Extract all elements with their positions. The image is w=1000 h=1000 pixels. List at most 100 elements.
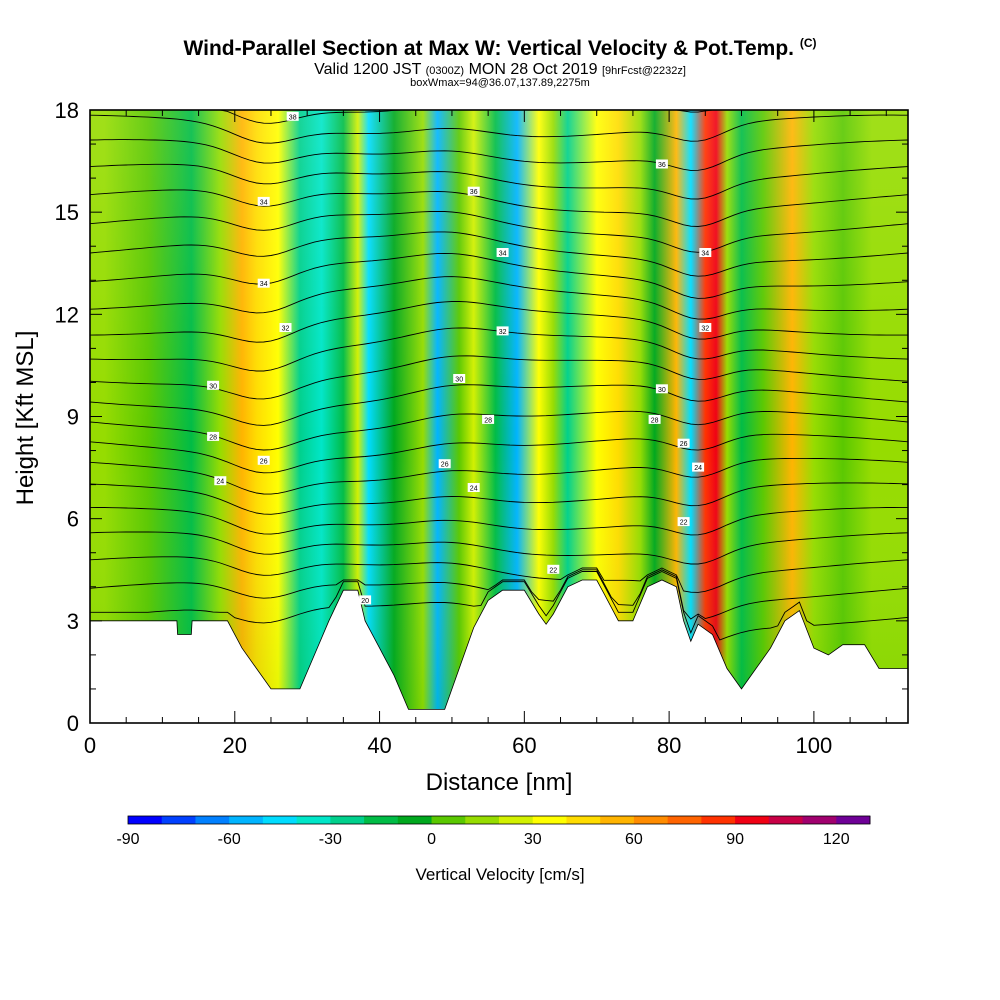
x-axis-title: Distance [nm] xyxy=(426,769,573,796)
contour-label-bg xyxy=(547,564,560,574)
axis-ticks xyxy=(89,109,908,724)
contour-label-bg xyxy=(655,159,668,169)
colorbar-swatch xyxy=(431,816,466,824)
contour-label-text: 38 xyxy=(289,114,297,121)
y-tick-label: 12 xyxy=(55,302,79,327)
isentrope-line xyxy=(90,163,908,200)
chart-title-text: Wind-Parallel Section at Max W: Vertical… xyxy=(183,37,794,60)
x-tick-label: 0 xyxy=(84,733,96,758)
contour-label-text: 32 xyxy=(499,329,507,336)
contour-label-bg xyxy=(438,459,451,469)
contour-labels: 38 34 34 32 30 28 26 24 36 34 32 30 28 26 24 36 34 32 30 28… xyxy=(207,111,712,605)
contour-label: 30 xyxy=(453,374,466,384)
contour-label: 36 xyxy=(655,159,668,169)
contour-label-bg xyxy=(207,431,220,441)
contour-label-bg xyxy=(677,438,690,448)
valid-time: Valid 1200 JST xyxy=(314,61,422,78)
colorbar-tick-label: 30 xyxy=(524,831,542,848)
contour-label: 32 xyxy=(699,323,712,333)
isentrope-line xyxy=(90,114,908,144)
contour-label-bg xyxy=(257,278,270,288)
colorbar-tick-label: 0 xyxy=(427,831,436,848)
contour-label-text: 30 xyxy=(658,387,666,394)
contour-label: 30 xyxy=(655,384,668,394)
y-axis-tick-labels: 0 3 6 9 12 15 18 xyxy=(55,98,79,736)
contour-label-text: 26 xyxy=(680,441,688,448)
colorbar-swatch xyxy=(397,816,433,824)
colorbar-swatch xyxy=(735,816,770,824)
contour-label-bg xyxy=(655,384,668,394)
colorbar-swatch xyxy=(161,816,196,824)
isentrope-line xyxy=(90,556,908,593)
plot-area: 38 34 34 32 30 28 26 24 36 34 32 30 28 26 24 36 34 32 30 28… xyxy=(90,110,908,723)
isentrope-line xyxy=(90,571,908,641)
contour-label: 24 xyxy=(467,483,480,493)
isentrope-line xyxy=(90,231,908,277)
x-tick-label: 20 xyxy=(223,733,247,758)
colorbar-swatch xyxy=(802,816,837,824)
contour-label-text: 32 xyxy=(701,326,709,333)
contour-label-bg xyxy=(257,196,270,206)
contour-label: 32 xyxy=(279,323,292,333)
forecast-info: [9hrFcst@2232z] xyxy=(601,65,686,77)
chart-title: Wind-Parallel Section at Max W: Vertical… xyxy=(0,36,1000,61)
colorbar-swatch xyxy=(532,816,567,824)
contour-label: 28 xyxy=(482,414,495,424)
isentrope-line xyxy=(90,276,908,320)
chart-subtitle: Valid 1200 JST (0300Z) MON 28 Oct 2019 [… xyxy=(0,61,1000,79)
contour-label-bg xyxy=(692,462,705,472)
colorbar-swatch xyxy=(229,816,264,824)
contour-label: 22 xyxy=(547,564,560,574)
colorbar-swatch xyxy=(195,816,230,824)
colorbar-tick-label: -30 xyxy=(319,831,342,848)
contour-label-bg xyxy=(257,455,270,465)
contour-label-bg xyxy=(359,595,372,605)
contour-label: 32 xyxy=(496,326,509,336)
y-tick-label: 18 xyxy=(55,98,79,123)
contour-label-text: 22 xyxy=(680,520,688,527)
colorbar-swatch xyxy=(633,816,669,824)
colorbar-swatch xyxy=(330,816,365,824)
contour-label: 34 xyxy=(257,278,270,288)
contour-label-text: 34 xyxy=(701,251,709,258)
contour-label-bg xyxy=(207,380,220,390)
contour-label: 24 xyxy=(214,476,227,486)
contour-label-bg xyxy=(699,248,712,257)
colorbar xyxy=(127,815,871,825)
colorbar-swatch xyxy=(566,816,601,824)
isentrope-line xyxy=(90,139,908,171)
contour-label-text: 24 xyxy=(216,479,224,486)
contour-label: 28 xyxy=(207,431,220,441)
colorbar-tick-label: 90 xyxy=(726,831,744,848)
isentrope-line xyxy=(90,569,908,620)
y-tick-label: 0 xyxy=(67,711,79,736)
contour-label-bg xyxy=(279,323,292,332)
contour-label-text: 32 xyxy=(282,326,290,333)
colorbar-swatch xyxy=(262,816,298,824)
isentrope-line xyxy=(90,189,908,227)
isentrope-line xyxy=(90,110,908,124)
contour-label: 26 xyxy=(677,438,690,448)
contour-label-text: 36 xyxy=(470,189,478,196)
colorbar-tick-labels: -90 -60 -30 0 30 60 90 120 xyxy=(116,831,849,848)
copyright-mark: (C) xyxy=(799,36,817,50)
contour-label: 34 xyxy=(496,248,509,258)
contour-label-text: 26 xyxy=(260,458,268,465)
contour-label-text: 28 xyxy=(484,417,492,424)
colorbar-swatch xyxy=(128,816,163,824)
contour-label-text: 22 xyxy=(549,567,557,574)
contour-label: 26 xyxy=(257,455,270,465)
isentrope-line xyxy=(90,210,908,253)
valid-date: MON 28 Oct 2019 xyxy=(468,61,598,78)
colorbar-tick-label: -60 xyxy=(218,831,241,848)
contour-label: 38 xyxy=(286,111,299,121)
contour-label-text: 24 xyxy=(470,486,478,493)
colorbar-tick-label: 60 xyxy=(625,831,643,848)
contour-label-bg xyxy=(467,186,480,196)
contour-label: 34 xyxy=(699,248,712,258)
isentrope-line xyxy=(90,482,908,515)
box-wmax-info: boxWmax=94@36.07,137.89,2275m xyxy=(410,77,590,89)
contour-label-text: 28 xyxy=(209,434,217,441)
y-tick-label: 6 xyxy=(67,507,79,532)
